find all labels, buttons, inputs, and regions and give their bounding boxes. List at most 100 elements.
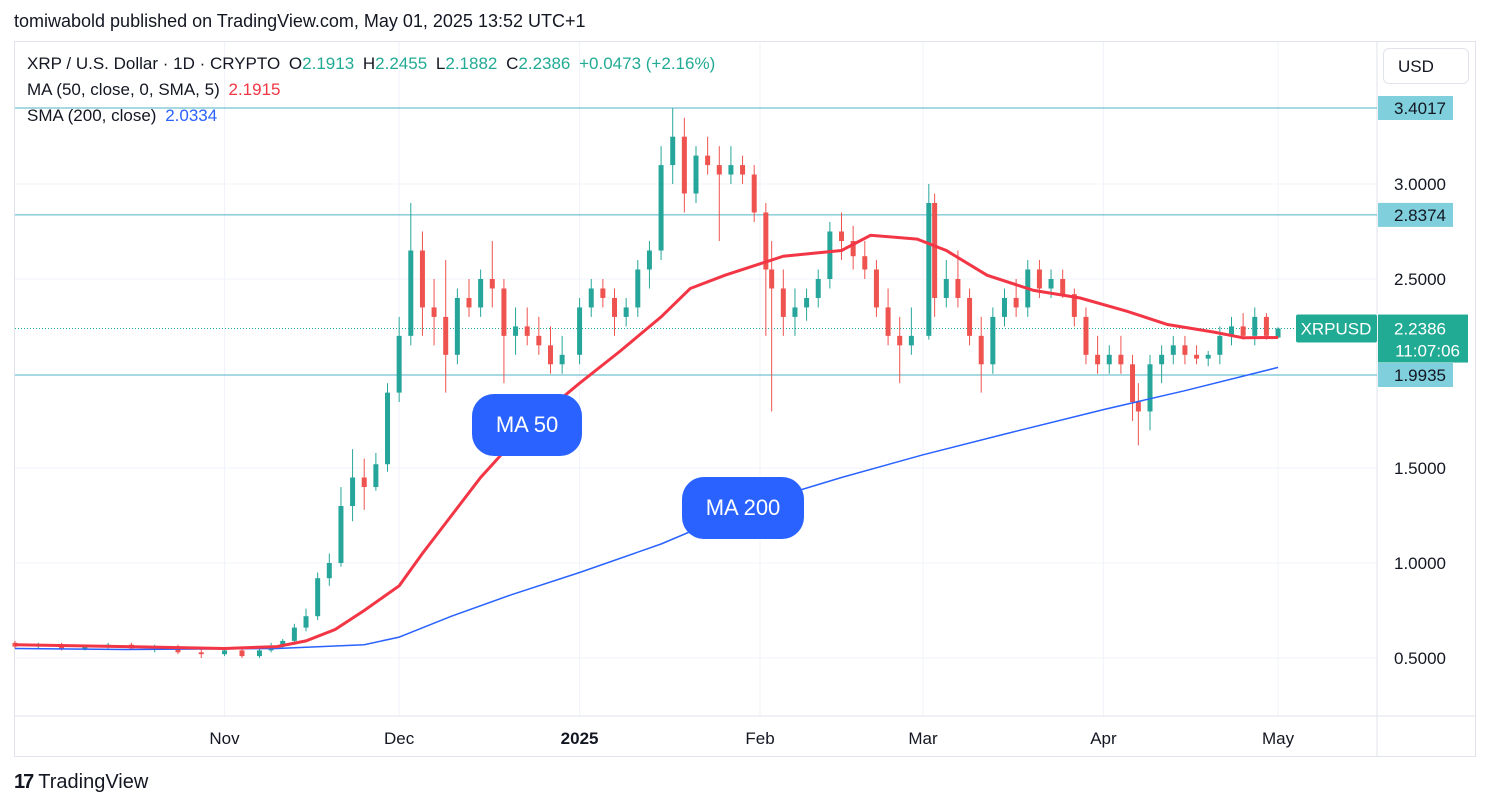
candle-body (1060, 279, 1066, 295)
candle-body (1118, 354, 1124, 365)
close-label: C (506, 54, 519, 73)
candle-body (897, 335, 903, 346)
sma200-value: 2.0334 (165, 106, 218, 125)
close-value: 2.2386 (518, 54, 571, 73)
candle-body (361, 477, 367, 487)
open-label: O (288, 54, 303, 73)
candle-body (577, 307, 583, 355)
symbol-tag: XRPUSD (1301, 320, 1372, 339)
candle-body (827, 231, 833, 279)
candle-body (1095, 354, 1101, 365)
candle-body (990, 316, 996, 365)
candle-body (1036, 269, 1042, 289)
candle-body (1252, 316, 1258, 336)
candle-body (1217, 335, 1223, 355)
candle-body (588, 288, 594, 308)
footer-brand-text: TradingView (38, 771, 149, 793)
candle-body (740, 165, 746, 175)
candle-body (635, 269, 641, 308)
candle-body (536, 335, 542, 346)
change-value: +0.0473 (+2.16%) (579, 54, 716, 73)
candle-body (1240, 326, 1246, 336)
ma50-value: 2.1915 (228, 80, 281, 99)
footer-brand[interactable]: 17 TradingView (14, 771, 148, 794)
candle-body (705, 155, 711, 166)
level-price-label: 2.8374 (1394, 206, 1446, 225)
candle-body (1147, 364, 1153, 412)
legend-ohlc-row: XRP / U.S. Dollar · 1D · CRYPTO O2.1913 … (27, 54, 719, 74)
x-tick-label: Dec (384, 729, 415, 748)
candle-body (763, 212, 769, 270)
candle-body (862, 256, 868, 270)
y-tick-label: 1.0000 (1394, 554, 1446, 573)
candle-body (792, 307, 798, 317)
candle-body (222, 650, 228, 655)
candle-body (478, 279, 484, 308)
candle-body (82, 646, 88, 649)
candle-body (670, 136, 676, 166)
countdown-label: 11:07:06 (1395, 342, 1460, 361)
y-tick-label: 0.5000 (1394, 649, 1446, 668)
symbol-title: XRP / U.S. Dollar · 1D · CRYPTO (27, 54, 281, 73)
candle-body (1182, 345, 1188, 355)
candle-body (728, 165, 734, 175)
level-price-label-bg (1378, 363, 1453, 387)
candle-body (1001, 297, 1007, 317)
candle-body (12, 642, 18, 647)
candle-body (955, 279, 961, 298)
candle-body (559, 354, 565, 365)
publisher-caption: tomiwabold published on TradingView.com,… (14, 11, 586, 31)
candle-body (1106, 354, 1112, 365)
x-tick-label: Mar (908, 729, 938, 748)
ma200-callout: MA 200 (682, 477, 804, 539)
candle-body (908, 335, 914, 346)
candle-body (1013, 297, 1019, 308)
candle-body (256, 650, 262, 657)
high-label: H (362, 54, 376, 73)
candle-body (419, 250, 425, 308)
candle-body (373, 464, 379, 487)
level-price-label: 3.4017 (1394, 99, 1446, 118)
candle-body (751, 174, 757, 213)
last-price-label: 2.2386 (1394, 320, 1446, 339)
candle-body (681, 136, 687, 194)
currency-button[interactable]: USD (1383, 48, 1469, 84)
candle-body (658, 165, 664, 251)
candle-body (716, 165, 722, 175)
candle-body (623, 307, 629, 317)
ma50-callout: MA 50 (472, 394, 582, 456)
candle-body (350, 477, 356, 506)
legend-ma50-row[interactable]: MA (50, close, 0, SMA, 5) 2.1915 (27, 80, 284, 100)
tradingview-logo-icon: 17 (14, 771, 34, 793)
x-tick-label: Feb (745, 729, 774, 748)
candle-body (646, 250, 652, 270)
candle-body (326, 563, 332, 579)
candle-body (978, 335, 984, 365)
candle-body (408, 250, 414, 336)
candle-body (600, 288, 606, 298)
candle-body (239, 650, 245, 657)
y-tick-label: 3.0000 (1394, 175, 1446, 194)
sma200-label: SMA (200, close) (27, 106, 157, 125)
ma50-label: MA (50, close, 0, SMA, 5) (27, 80, 220, 99)
candle-body (547, 345, 553, 365)
legend-sma200-row[interactable]: SMA (200, close) 2.0334 (27, 106, 221, 126)
ma50-line (14, 233, 1279, 651)
candle-body (396, 335, 402, 393)
candle-body (1228, 326, 1234, 336)
candle-body (769, 269, 775, 289)
candle-body (693, 155, 699, 194)
candle-body (489, 279, 495, 289)
candle-body (1194, 354, 1200, 359)
level-price-label: 1.9935 (1394, 366, 1446, 385)
candle-body (303, 616, 309, 628)
low-label: L (435, 54, 446, 73)
candle-body (501, 288, 507, 336)
x-tick-label: Nov (209, 729, 240, 748)
candle-body (1275, 328, 1281, 338)
candle-body (839, 231, 845, 241)
candle-body (315, 578, 321, 617)
y-tick-label: 2.5000 (1394, 270, 1446, 289)
candle-body (1135, 402, 1141, 412)
